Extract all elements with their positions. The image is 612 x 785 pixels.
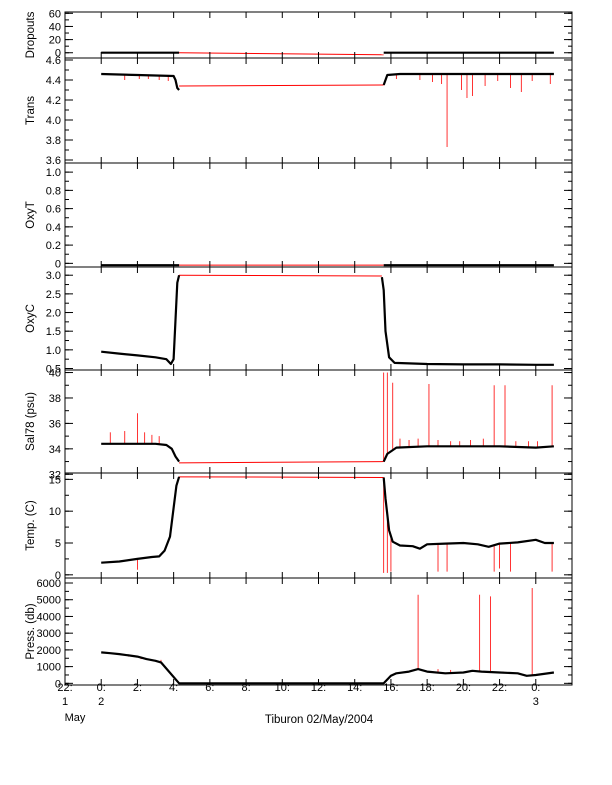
- series-line: [382, 477, 554, 550]
- y-tick-label: 1.5: [46, 326, 61, 338]
- x-tick-label-day: 2: [98, 696, 104, 708]
- series-line: [380, 276, 554, 366]
- panel-temp: 15 10 5 0 Temp. (C): [25, 472, 573, 582]
- y-tick-label: 0: [55, 678, 61, 690]
- y-tick-label: 0.2: [46, 240, 61, 252]
- series-line: [101, 476, 181, 564]
- y-tick-label: 0: [55, 258, 61, 270]
- y-tick-label: 4.2: [46, 95, 61, 107]
- y-tick-label: 4.4: [46, 75, 61, 87]
- y-tick-label: 1.0: [46, 345, 61, 357]
- y-tick-label: 10: [49, 506, 61, 518]
- gap-line: [179, 84, 384, 87]
- y-tick-label: 60: [49, 8, 61, 20]
- y-tick-label: 1.0: [46, 167, 61, 179]
- y-axis-label: Press. (db): [25, 603, 37, 659]
- y-tick-label: 0.4: [46, 222, 61, 234]
- y-tick-label: 5000: [37, 595, 61, 607]
- panel-frame: [64, 472, 573, 579]
- x-tick-label: 10:: [275, 682, 290, 694]
- x-tick-label: 12:: [311, 682, 326, 694]
- y-tick-label: 0.5: [46, 364, 61, 376]
- y-tick-label: 4000: [37, 611, 61, 623]
- y-tick-label: 5: [55, 538, 61, 550]
- gap-line: [179, 476, 384, 478]
- series-line: [382, 445, 554, 463]
- y-tick-label: 6000: [37, 578, 61, 590]
- y-tick-label: 3.6: [46, 155, 61, 167]
- x-axis-label: Tiburon 02/May/2004: [265, 714, 374, 726]
- y-tick-label: 40: [49, 368, 61, 380]
- x-tick-label: 22:: [57, 682, 72, 694]
- x-tick-label: 0:: [531, 682, 540, 694]
- panel-oxyc: 3.0 2.5 2.0 1.5 1.0 0.5 OxyC: [25, 266, 573, 376]
- y-axis-label: OxyC: [25, 304, 37, 333]
- panel-frame: [64, 162, 573, 268]
- panel-frame: [64, 266, 573, 371]
- gap-line: [179, 274, 382, 277]
- x-tick-label-month: May: [65, 712, 86, 724]
- x-tick-label: 20:: [456, 682, 471, 694]
- series-line: [101, 274, 181, 366]
- x-tick-label: 0:: [97, 682, 106, 694]
- y-tick-label: 0: [55, 570, 61, 582]
- y-tick-label: 3.0: [46, 270, 61, 282]
- y-tick-label: 2.0: [46, 308, 61, 320]
- y-tick-label: 40: [49, 21, 61, 33]
- y-axis-label: Sal78 (psu): [25, 392, 37, 451]
- y-axis-label: Trans: [25, 96, 37, 125]
- y-tick-label: 3.8: [46, 135, 61, 147]
- y-tick-label: 2.5: [46, 289, 61, 301]
- x-tick-label: 6:: [205, 682, 214, 694]
- x-tick-label: 4:: [169, 682, 178, 694]
- x-tick-label: 8:: [241, 682, 250, 694]
- y-tick-label: 20: [49, 35, 61, 47]
- y-tick-label: 15: [49, 474, 61, 486]
- series-line: [382, 72, 554, 86]
- y-tick-label: 3000: [37, 628, 61, 640]
- x-tick-label: 16:: [383, 682, 398, 694]
- y-tick-label: 36: [49, 418, 61, 430]
- y-tick-label: 1000: [37, 662, 61, 674]
- y-tick-label: 2000: [37, 645, 61, 657]
- y-tick-label: 4.6: [46, 55, 61, 67]
- x-tick-label: 2:: [133, 682, 142, 694]
- y-axis-label: Temp. (C): [25, 500, 37, 551]
- x-tick-label-day: 3: [533, 696, 539, 708]
- series-line: [101, 442, 180, 463]
- panels-layer: 6040200Dropouts4.64.44.24.03.83.6Trans1.…: [25, 8, 573, 690]
- x-tick-label: 22:: [492, 682, 507, 694]
- y-tick-label: 0: [55, 48, 61, 60]
- panel-sal78: 40 38 36 34 32 Sal78 (psu): [25, 368, 573, 481]
- y-axis-label: OxyT: [25, 201, 37, 228]
- panel-trans: 4.6 4.4 4.2 4.0 3.8 3.6 Trans: [25, 55, 573, 167]
- gap-line: [179, 461, 384, 464]
- gap-line: [179, 52, 384, 56]
- x-tick-label-day: 1: [62, 696, 68, 708]
- panel-oxyt: 1.0 0.8 0.6 0.4 0.2 0 OxyT: [25, 162, 573, 270]
- x-tick-label: 14:: [347, 682, 362, 694]
- y-tick-label: 4.0: [46, 115, 61, 127]
- y-tick-label: 0.8: [46, 185, 61, 197]
- panel-frame: [64, 577, 573, 686]
- panel-frame: [64, 11, 573, 59]
- panel-press: 6000 5000 4000 3000 2000 1000 0 Press. (db): [25, 577, 573, 690]
- y-tick-label: 0.6: [46, 204, 61, 216]
- series-line: [101, 651, 555, 685]
- x-tick-label: 18:: [419, 682, 434, 694]
- y-axis-label: Dropouts: [25, 11, 37, 58]
- panel-frame: [64, 369, 573, 474]
- y-tick-label: 34: [49, 444, 61, 456]
- series-line: [101, 72, 180, 91]
- y-tick-label: 38: [49, 393, 61, 405]
- y-tick-label: 32: [49, 469, 61, 481]
